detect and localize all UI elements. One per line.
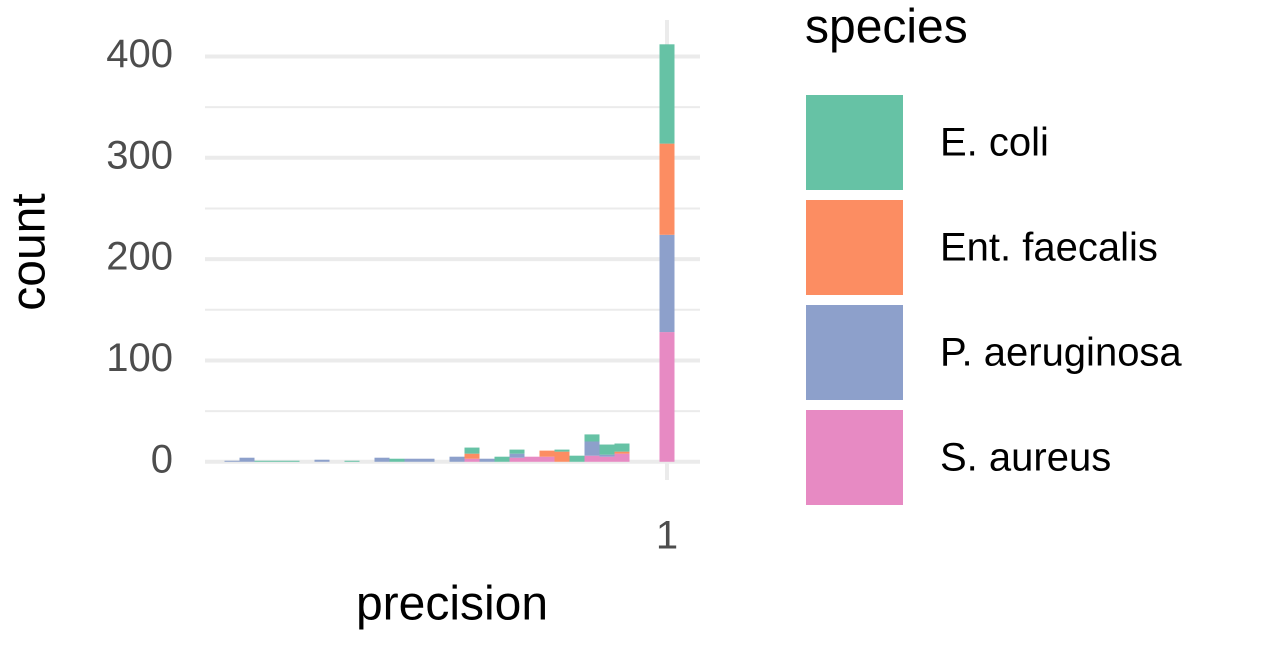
bar-segment: [584, 455, 600, 462]
bar-segment: [284, 460, 300, 462]
legend-label: Ent. faecalis: [940, 226, 1158, 270]
bar-segment: [464, 453, 480, 459]
legend-label: S. aureus: [940, 436, 1111, 480]
x-axis-title: precision: [356, 578, 548, 631]
bar-segment: [599, 444, 615, 455]
y-tick-label: 0: [151, 437, 173, 481]
bar-segment: [449, 456, 465, 462]
bar-segment: [494, 456, 510, 462]
y-tick-label: 200: [106, 235, 173, 279]
legend-label: E. coli: [940, 121, 1049, 165]
legend-key: [806, 95, 903, 190]
x-tick-label: 1: [656, 514, 678, 558]
y-tick-label: 400: [106, 32, 173, 76]
bar-segment: [554, 451, 570, 462]
bar-segment: [539, 456, 555, 462]
bar-segment: [254, 460, 270, 462]
bar-segment: [569, 455, 585, 462]
bar-segment: [479, 458, 495, 462]
legend-key: [806, 305, 903, 400]
bar-segment: [404, 458, 420, 462]
bar-segment: [524, 456, 540, 462]
bar-segment: [224, 460, 240, 462]
bar-segment: [344, 460, 360, 462]
legend-title: species: [805, 1, 968, 54]
y-tick-label: 100: [106, 336, 173, 380]
bar-segment: [464, 458, 480, 462]
bar-segment: [659, 44, 675, 144]
bar-segment: [239, 457, 255, 462]
bar-segment: [509, 449, 525, 454]
bar-segment: [614, 453, 630, 462]
bar-segment: [659, 234, 675, 333]
bar-segment: [269, 460, 285, 462]
bar-segment: [419, 458, 435, 462]
legend-label: P. aeruginosa: [940, 331, 1182, 375]
bar-segment: [374, 457, 390, 462]
bar-segment: [614, 451, 630, 454]
bar-segment: [389, 458, 405, 462]
bar-segment: [584, 441, 600, 456]
bar-segment: [554, 449, 570, 452]
bar-segment: [584, 434, 600, 442]
bar-segment: [659, 332, 675, 462]
bar-segment: [314, 459, 330, 462]
legend-key: [806, 410, 903, 505]
bar-segment: [509, 453, 525, 458]
bar-segment: [659, 143, 675, 235]
bar-segment: [464, 447, 480, 454]
y-axis-title: count: [3, 193, 56, 310]
bar-segment: [539, 450, 555, 457]
bar-segment: [599, 456, 615, 462]
bar-segment: [599, 454, 615, 457]
bar-segment: [614, 443, 630, 452]
y-tick-label: 300: [106, 133, 173, 177]
legend-key: [806, 200, 903, 295]
bar-segment: [509, 457, 525, 462]
